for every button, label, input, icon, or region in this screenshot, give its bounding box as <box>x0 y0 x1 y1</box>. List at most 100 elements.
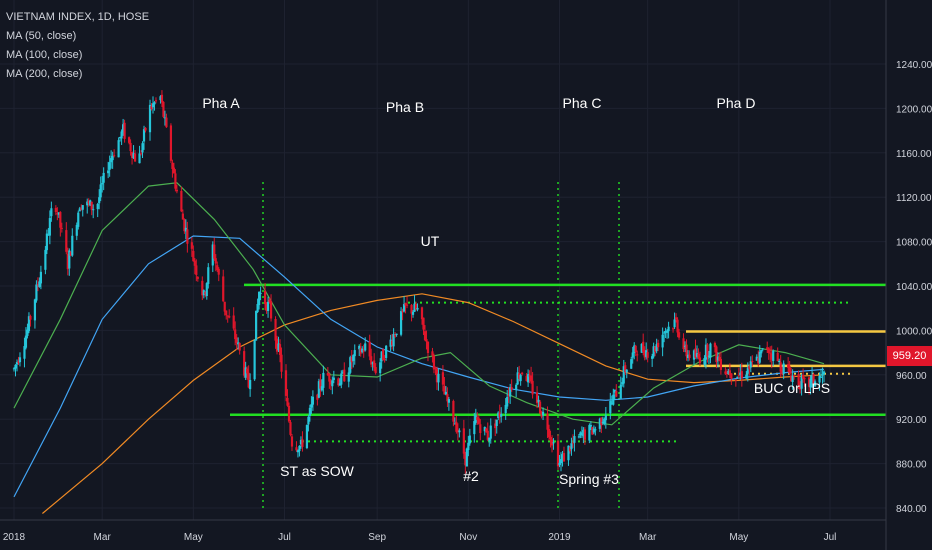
candle-body <box>87 200 90 204</box>
candle-body <box>382 349 385 361</box>
candle-body <box>713 343 717 348</box>
candle-body <box>483 427 486 432</box>
candle-body <box>594 429 597 431</box>
candle-body <box>139 153 143 155</box>
candle-body <box>383 359 386 361</box>
candle-body <box>238 343 241 351</box>
candle-body <box>341 371 344 373</box>
ma200-line <box>42 293 825 514</box>
candle-body <box>246 368 249 374</box>
x-tick-label: Nov <box>459 532 477 543</box>
candle-body <box>414 303 418 310</box>
candle-body <box>703 358 706 365</box>
candle-body <box>610 402 613 404</box>
candle-body <box>29 315 32 320</box>
candle-body <box>255 310 258 341</box>
candle-body <box>621 382 624 385</box>
candle-body <box>337 378 340 386</box>
candle-body <box>405 304 409 306</box>
candle-body <box>698 357 702 364</box>
candle-body <box>446 394 449 402</box>
candle-body <box>184 227 187 232</box>
candle-body <box>761 348 764 350</box>
candle-body <box>295 447 298 451</box>
candle-body <box>172 167 176 174</box>
candle-body <box>803 378 806 380</box>
annotation-label: #2 <box>463 468 479 484</box>
symbol-title[interactable]: VIETNAM INDEX, 1D, HOSE <box>6 11 150 23</box>
candle-body <box>793 375 796 377</box>
candle-body <box>234 329 237 340</box>
candle-body <box>583 429 587 440</box>
candle-body <box>570 443 573 450</box>
candle-body <box>364 343 367 351</box>
candle-body <box>44 249 47 270</box>
candle-body <box>435 369 439 383</box>
candle-body <box>615 391 618 397</box>
candle-body <box>320 386 323 391</box>
y-tick-label: 880.00 <box>896 460 927 471</box>
candle-body <box>778 361 781 363</box>
candle-body <box>332 377 335 381</box>
candle-body <box>228 316 231 318</box>
candle-body <box>495 419 498 426</box>
phase-label: Pha C <box>563 95 602 111</box>
candle-body <box>256 304 259 312</box>
candle-body <box>706 344 709 358</box>
ma50-legend[interactable]: MA (50, close) <box>6 30 77 42</box>
candle-body <box>263 290 267 305</box>
candle-body <box>259 292 262 295</box>
candle-body <box>307 416 310 425</box>
ma100-legend[interactable]: MA (100, close) <box>6 49 83 61</box>
candle-body <box>60 227 63 229</box>
candle-body <box>117 140 120 158</box>
y-tick-label: 1120.00 <box>896 193 932 204</box>
candle-body <box>38 281 41 287</box>
candle-body <box>538 401 542 414</box>
candle-body <box>350 357 353 363</box>
candle-body <box>411 311 415 315</box>
candle-body <box>500 414 503 417</box>
candle-body <box>108 162 111 170</box>
candle-body <box>510 387 513 390</box>
candle-body <box>23 346 26 359</box>
candle-body <box>718 357 721 362</box>
candle-body <box>667 326 670 332</box>
candle-body <box>465 448 468 467</box>
candle-body <box>391 340 394 346</box>
candle-body <box>361 348 364 353</box>
candle-body <box>174 173 177 189</box>
candle-body <box>151 103 155 108</box>
candle-body <box>612 394 615 405</box>
candle-body <box>776 352 779 362</box>
candle-body <box>456 429 459 433</box>
candle-body <box>401 311 404 313</box>
chart-annotations: Pha A Pha B Pha C Pha D UT ST as SOW #2 Spring … <box>202 95 830 487</box>
candle-body <box>582 429 585 437</box>
candle-body <box>767 348 770 353</box>
candle-body <box>531 380 534 395</box>
candle-body <box>274 319 277 341</box>
candle-body <box>509 387 512 397</box>
y-tick-label: 1240.00 <box>896 60 932 71</box>
ma200-legend[interactable]: MA (200, close) <box>6 68 83 80</box>
candle-body <box>257 291 261 306</box>
candle-body <box>791 375 794 383</box>
candle-body <box>725 373 728 375</box>
candle-body <box>298 445 301 452</box>
candle-body <box>443 385 446 395</box>
candle-body <box>322 372 325 388</box>
candle-body <box>609 401 612 414</box>
candle-body <box>39 271 43 284</box>
candle-body <box>464 452 467 466</box>
candle-body <box>813 381 817 387</box>
candle-body <box>766 347 769 350</box>
candle-body <box>14 364 17 369</box>
candle-body <box>171 162 174 169</box>
candle-body <box>724 371 727 374</box>
candle-body <box>779 362 782 372</box>
candle-body <box>358 345 361 350</box>
candle-body <box>468 435 471 444</box>
candle-body <box>749 361 752 368</box>
